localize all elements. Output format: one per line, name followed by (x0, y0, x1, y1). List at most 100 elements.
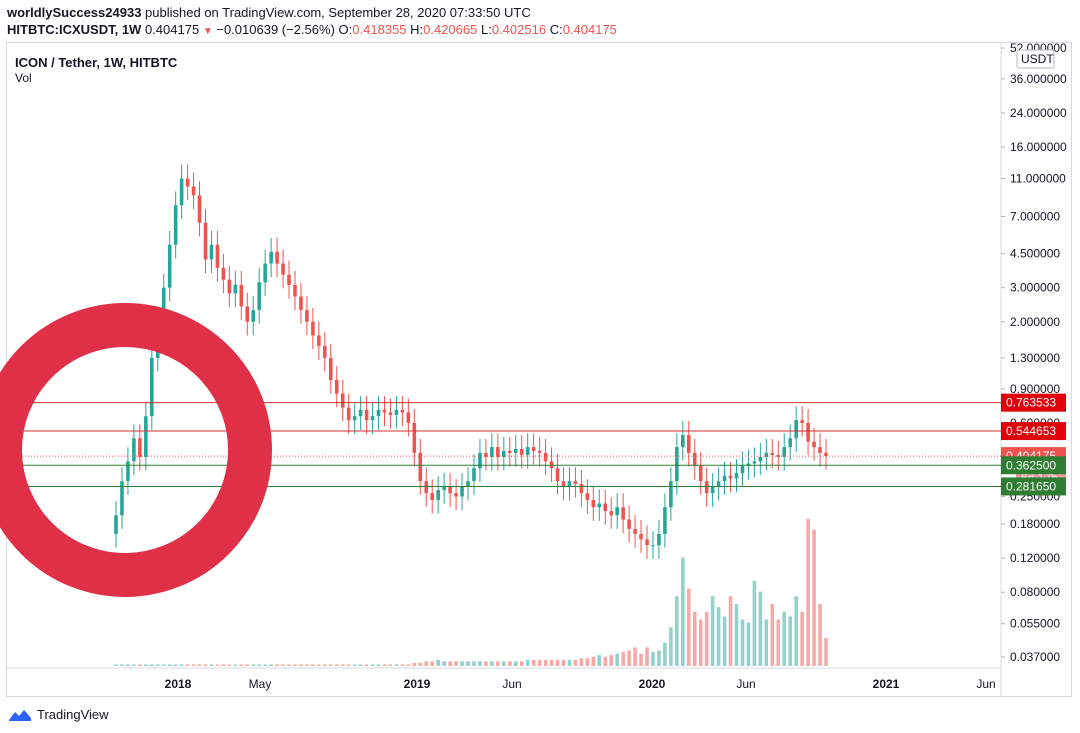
volume-bar (191, 664, 196, 666)
volume-bar (466, 661, 470, 666)
volume-bar (251, 664, 256, 666)
volume-bar (579, 658, 584, 666)
ohlc-header: HITBTC:ICXUSDT, 1W 0.404175 ▼ −0.010639 … (7, 22, 617, 37)
candle-body (281, 263, 285, 275)
volume-bar (436, 659, 440, 666)
y-tick-label: 0.037000 (1010, 650, 1060, 664)
volume-bar (334, 664, 339, 666)
candle-body (203, 222, 208, 260)
candle-body (412, 422, 417, 453)
volume-bar (263, 664, 267, 666)
volume-bar (567, 659, 572, 666)
candle-body (138, 438, 142, 457)
volume-bar (120, 664, 124, 666)
volume-bar (173, 664, 178, 666)
candle-body (161, 287, 166, 322)
volume-bar (227, 664, 232, 666)
candle-body (657, 533, 661, 546)
volume-bar (185, 664, 190, 666)
candle-body (639, 533, 643, 540)
volume-bar (502, 661, 506, 666)
candle-body (245, 306, 250, 322)
volume-bar (155, 664, 160, 666)
candle-body (239, 284, 244, 307)
candle-body (764, 452, 769, 457)
candle-body (209, 244, 214, 260)
volume-bar (633, 647, 637, 666)
candle-body (752, 461, 757, 464)
x-tick-label: May (249, 677, 272, 691)
candle-body (681, 434, 685, 448)
volume-bar (573, 659, 578, 666)
tradingview-brand: TradingView (37, 707, 109, 722)
y-tick-label: 0.055000 (1010, 617, 1060, 631)
volume-bar (686, 588, 691, 666)
volume-bar (800, 611, 804, 666)
candle-body (692, 452, 697, 466)
candle-body (728, 475, 733, 479)
tradingview-footer[interactable]: TradingView (8, 707, 109, 722)
y-tick-label: 0.180000 (1010, 517, 1060, 531)
volume-bar (818, 604, 822, 666)
volume-bar (770, 604, 775, 666)
x-tick-label: Jun (736, 677, 755, 691)
volume-bar (460, 661, 464, 666)
high-label: H: (410, 22, 424, 37)
volume-bar (287, 664, 291, 666)
volume-bar (281, 664, 285, 666)
candle-body (311, 321, 315, 336)
volume-bar (358, 664, 363, 666)
candle-body (722, 475, 727, 482)
y-tick-label: 36.000000 (1010, 72, 1067, 86)
volume-bar (788, 616, 792, 666)
close-value: 0.404175 (562, 22, 617, 37)
y-tick-label: 4.500000 (1010, 247, 1060, 261)
volume-bar (114, 664, 118, 666)
volume-bar (376, 664, 381, 666)
volume-bar (513, 661, 518, 666)
candle-body (287, 274, 291, 285)
volume-bar (525, 659, 530, 666)
volume-bar (400, 664, 405, 666)
volume-bar (621, 652, 625, 666)
volume-bar (269, 664, 273, 666)
x-tick-label: 2018 (165, 677, 192, 691)
candle-body (406, 412, 411, 423)
candle-body (740, 465, 745, 474)
y-tick-label: 0.900000 (1010, 382, 1060, 396)
volume-bar (561, 659, 566, 666)
volume-bar (418, 662, 423, 666)
volume-bar (323, 664, 327, 666)
price-label-resistance: 0.544653 (1006, 424, 1056, 438)
candle-body (376, 409, 381, 417)
volume-bar (299, 664, 303, 666)
volume-bar (794, 596, 798, 666)
candle-body (824, 452, 828, 457)
candle-body (144, 416, 148, 457)
volume-bar (209, 664, 214, 666)
volume-bar (663, 642, 667, 666)
candle-body (269, 251, 273, 264)
candle-body (585, 493, 590, 500)
candle-body (454, 493, 458, 497)
candle-body (621, 507, 625, 520)
x-tick-label: 2021 (873, 677, 900, 691)
candle-body (567, 481, 572, 487)
candle-body (364, 409, 369, 421)
candle-body (591, 499, 596, 508)
candle-body (120, 481, 124, 516)
volume-bar (412, 662, 417, 666)
volume-bar (138, 664, 142, 666)
candle-body (466, 481, 470, 487)
candle-body (305, 310, 309, 322)
volume-bar (144, 664, 148, 666)
candle-body (418, 452, 423, 482)
candle-body (114, 515, 118, 534)
volume-bar (698, 619, 703, 666)
volume-bar (215, 664, 220, 666)
open-value: 0.418355 (352, 22, 407, 37)
volume-bar (615, 653, 619, 666)
volume-bar (496, 661, 500, 666)
candle-body (525, 447, 530, 455)
